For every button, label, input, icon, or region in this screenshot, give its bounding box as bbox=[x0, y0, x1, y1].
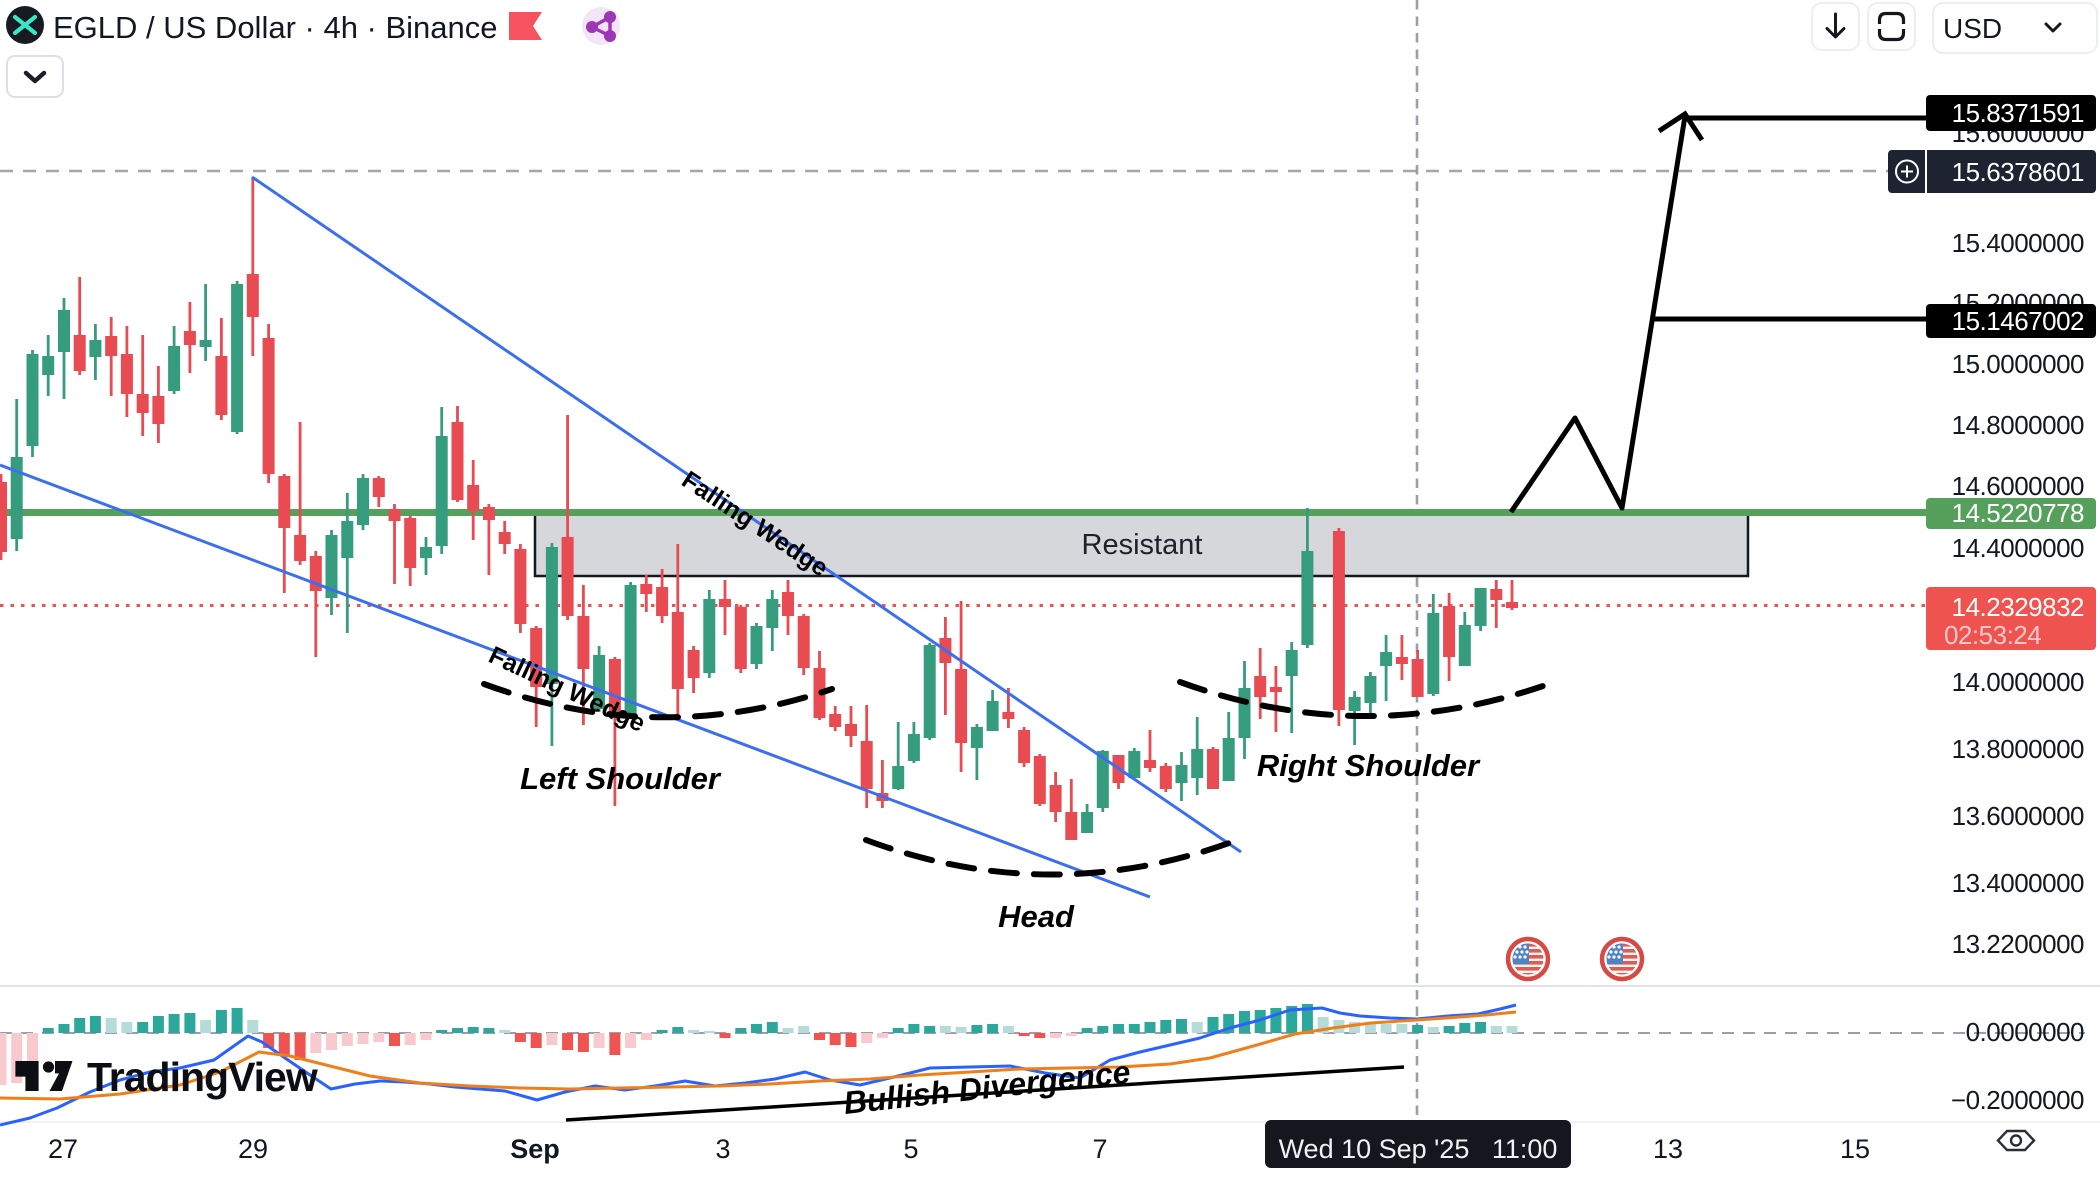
svg-text:Sep: Sep bbox=[510, 1134, 560, 1164]
svg-text:14.8000000: 14.8000000 bbox=[1952, 410, 2084, 440]
svg-text:TradingView: TradingView bbox=[87, 1054, 318, 1100]
svg-text:Wed 10 Sep '25 11:00: Wed 10 Sep '25 11:00 bbox=[1279, 1134, 1558, 1164]
svg-text:Right Shoulder: Right Shoulder bbox=[1257, 748, 1481, 783]
svg-text:14.2329832: 14.2329832 bbox=[1952, 592, 2084, 622]
svg-text:7: 7 bbox=[1092, 1134, 1107, 1164]
svg-text:13: 13 bbox=[1653, 1134, 1683, 1164]
svg-text:5: 5 bbox=[903, 1134, 918, 1164]
svg-text:29: 29 bbox=[238, 1134, 268, 1164]
svg-text:15.6378601: 15.6378601 bbox=[1952, 157, 2084, 187]
svg-text:15.8371591: 15.8371591 bbox=[1952, 98, 2084, 128]
svg-text:14.0000000: 14.0000000 bbox=[1952, 667, 2084, 697]
svg-text:02:53:24: 02:53:24 bbox=[1944, 620, 2041, 650]
svg-text:Head: Head bbox=[998, 899, 1075, 934]
svg-text:27: 27 bbox=[48, 1134, 78, 1164]
svg-text:0.0000000: 0.0000000 bbox=[1966, 1017, 2084, 1047]
svg-text:−0.2000000: −0.2000000 bbox=[1951, 1085, 2084, 1115]
svg-text:Resistant: Resistant bbox=[1082, 529, 1203, 561]
svg-text:14.6000000: 14.6000000 bbox=[1952, 471, 2084, 501]
svg-text:13.2200000: 13.2200000 bbox=[1952, 929, 2084, 959]
svg-text:14.5220778: 14.5220778 bbox=[1952, 498, 2084, 528]
svg-text:USD: USD bbox=[1943, 13, 2002, 44]
svg-text:15: 15 bbox=[1840, 1134, 1870, 1164]
svg-text:Left Shoulder: Left Shoulder bbox=[520, 761, 722, 796]
svg-text:EGLD / US Dollar · 4h · Binanc: EGLD / US Dollar · 4h · Binance bbox=[53, 10, 498, 45]
svg-text:3: 3 bbox=[715, 1134, 730, 1164]
svg-text:13.4000000: 13.4000000 bbox=[1952, 868, 2084, 898]
svg-text:13.8000000: 13.8000000 bbox=[1952, 734, 2084, 764]
svg-text:13.6000000: 13.6000000 bbox=[1952, 801, 2084, 831]
svg-text:14.4000000: 14.4000000 bbox=[1952, 533, 2084, 563]
svg-text:15.1467002: 15.1467002 bbox=[1952, 306, 2084, 336]
svg-text:15.4000000: 15.4000000 bbox=[1952, 228, 2084, 258]
svg-text:15.0000000: 15.0000000 bbox=[1952, 349, 2084, 379]
